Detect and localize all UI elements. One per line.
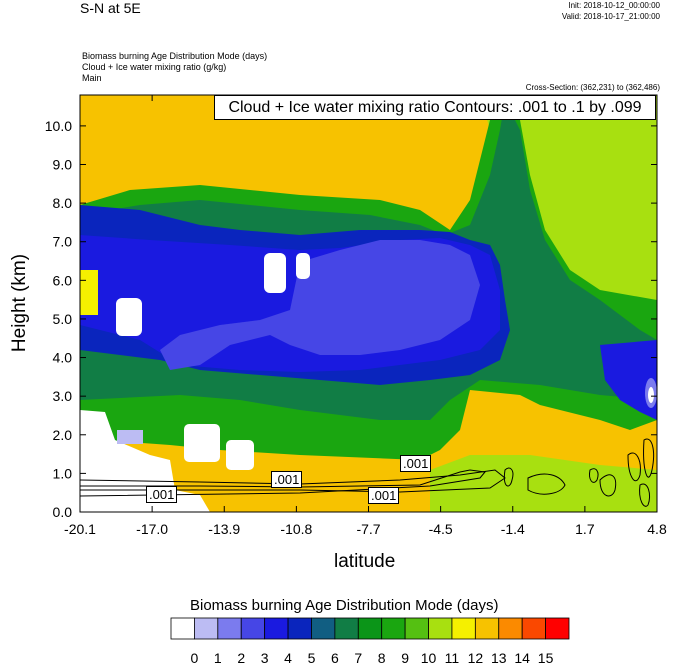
colorbar-label: 14 <box>514 650 530 666</box>
field-region-lightblue <box>160 240 480 370</box>
colorbar-swatch <box>428 617 453 640</box>
colorbar-label: 4 <box>284 650 292 666</box>
colorbar-swatch <box>264 617 289 640</box>
colorbar-swatch <box>498 617 523 640</box>
x-tick-label: -10.8 <box>280 521 312 537</box>
contour-label-4: .001 <box>400 455 432 472</box>
y-tick-label: 0.0 <box>53 504 73 520</box>
axis-ticks: -20.1 -17.0 -13.9 -10.8 -7.7 -4.5 -1.4 1.7 4.8 0.… <box>45 95 667 537</box>
colorbar-label: 1 <box>214 650 222 666</box>
colorbar-swatch <box>217 617 242 640</box>
field-region-white-3 <box>296 253 310 279</box>
y-tick-label: 6.0 <box>53 272 73 288</box>
y-tick-label: 5.0 <box>53 311 73 327</box>
field-region-white-4 <box>184 424 220 462</box>
colorbar-label: 7 <box>354 650 362 666</box>
valid-time: Valid: 2018-10-17_21:00:00 <box>561 12 660 21</box>
shaded-field <box>80 95 657 512</box>
x-tick-label: -13.9 <box>208 521 240 537</box>
y-tick-label: 1.0 <box>53 465 73 481</box>
x-tick-label: 4.8 <box>647 521 667 537</box>
colorbar-swatch <box>334 617 359 640</box>
colorbar-label: 15 <box>538 650 554 666</box>
y-tick-label: 2.0 <box>53 427 73 443</box>
colorbar-label: 9 <box>401 650 409 666</box>
colorbar-label: 10 <box>421 650 437 666</box>
colorbar-swatch <box>521 617 546 640</box>
field-region-lightgreen-lower <box>430 455 657 512</box>
colorbar-label: 0 <box>191 650 199 666</box>
field-region-white-5 <box>226 440 254 470</box>
colorbar-swatch <box>287 617 312 640</box>
field-region-blue-right <box>600 340 657 420</box>
colorbar-label: 2 <box>237 650 245 666</box>
contour-label-2: .001 <box>271 471 303 488</box>
field-desc-3: Main <box>82 73 102 83</box>
colorbar-label: 3 <box>261 650 269 666</box>
colorbar-swatch <box>381 617 406 640</box>
colorbar-swatch <box>404 617 429 640</box>
contour-label-1: .001 <box>146 486 178 503</box>
field-region-yellow-left <box>80 270 98 315</box>
y-tick-label: 9.0 <box>53 157 73 173</box>
colorbar-label: 12 <box>468 650 484 666</box>
colorbar-title: Biomass burning Age Distribution Mode (d… <box>190 597 499 614</box>
field-desc-1: Biomass burning Age Distribution Mode (d… <box>82 51 268 61</box>
contour-title: Cloud + Ice water mixing ratio Contours:… <box>214 95 656 120</box>
field-region-white-2 <box>264 253 286 293</box>
y-tick-label: 7.0 <box>53 234 73 250</box>
colorbar-label: 6 <box>331 650 339 666</box>
field-region-lavender <box>117 430 143 444</box>
colorbar-swatch <box>170 617 195 640</box>
x-axis-title: latitude <box>334 551 396 572</box>
colorbar-label: 8 <box>378 650 386 666</box>
x-tick-label: -7.7 <box>356 521 380 537</box>
colorbar-swatch <box>240 617 266 640</box>
colorbar-label: 5 <box>308 650 316 666</box>
x-tick-label: 1.7 <box>575 521 595 537</box>
colorbar-label: 11 <box>445 650 460 666</box>
y-tick-label: 10.0 <box>45 118 72 134</box>
y-tick-label: 8.0 <box>53 195 73 211</box>
cross-section-label: Cross-Section: (362,231) to (362,486) <box>525 83 660 92</box>
y-tick-label: 3.0 <box>53 388 73 404</box>
colorbar: 0 1 2 3 4 5 6 7 8 9 10 11 12 13 14 15 <box>170 617 570 666</box>
colorbar-swatch <box>311 617 336 640</box>
colorbar-label: 13 <box>491 650 507 666</box>
y-tick-label: 4.0 <box>53 350 73 366</box>
y-axis-title: Height (km) <box>9 253 30 353</box>
colorbar-swatch <box>451 617 476 640</box>
plot-left-title: S-N at 5E <box>80 0 141 16</box>
contour-label-3: .001 <box>368 487 400 504</box>
colorbar-swatch <box>194 617 219 640</box>
x-tick-label: -1.4 <box>501 521 525 537</box>
x-tick-label: -20.1 <box>64 521 96 537</box>
colorbar-swatch <box>357 617 383 640</box>
init-time: Init: 2018-10-12_00:00:00 <box>568 1 660 10</box>
field-region-white-7 <box>648 387 654 403</box>
x-tick-label: -17.0 <box>136 521 168 537</box>
colorbar-swatch <box>474 617 500 640</box>
field-region-white-1 <box>116 298 142 336</box>
colorbar-swatch <box>545 617 570 640</box>
x-tick-label: -4.5 <box>429 521 453 537</box>
field-desc-2: Cloud + Ice water mixing ratio (g/kg) <box>82 62 227 72</box>
